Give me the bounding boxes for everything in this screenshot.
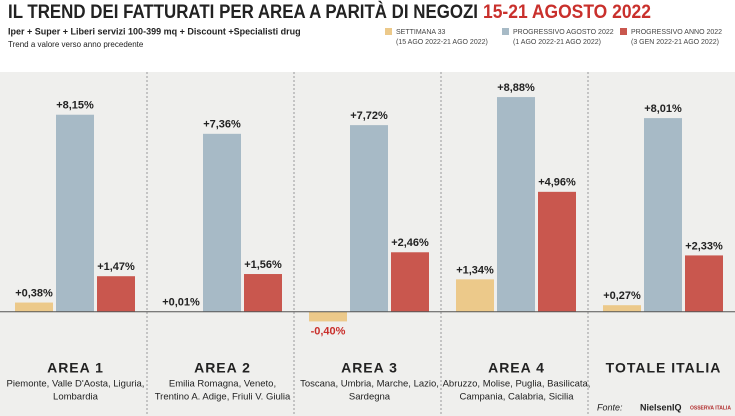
note: Trend a valore verso anno precedente — [8, 40, 144, 49]
category-detail: Piemonte, Valle D'Aosta, Liguria, — [7, 379, 145, 390]
category-detail: Toscana, Umbria, Marche, Lazio, — [300, 379, 439, 390]
source: NielsenIQ — [640, 402, 682, 412]
category-detail: Abruzzo, Molise, Puglia, Basilicata, — [443, 379, 591, 390]
bar — [497, 97, 535, 312]
legend-period: (3 GEN 2022-21 AGO 2022) — [631, 39, 719, 46]
value-label: +4,96% — [538, 177, 576, 189]
bar — [56, 114, 94, 312]
value-label: +1,34% — [456, 264, 494, 276]
legend-period: (15 AGO 2022-21 AGO 2022) — [396, 39, 488, 46]
category-detail: Emilia Romagna, Veneto, — [169, 379, 276, 390]
category-label: AREA 2 — [194, 360, 251, 376]
bar — [350, 125, 388, 312]
value-label: +7,72% — [350, 110, 388, 122]
value-label: +2,33% — [685, 240, 723, 252]
value-label: +8,15% — [56, 100, 94, 112]
source-label: Fonte: — [597, 402, 623, 412]
legend-label: SETTIMANA 33 — [396, 29, 446, 36]
subtitle: Iper + Super + Liberi servizi 100-399 mq… — [8, 26, 301, 36]
bar — [97, 276, 135, 312]
category-label: AREA 4 — [488, 360, 545, 376]
value-label: +2,46% — [391, 237, 429, 249]
bar — [538, 191, 576, 312]
chart-title-highlight: 15-21 AGOSTO 2022 — [483, 2, 651, 23]
bar — [685, 255, 723, 312]
category-detail: Trentino A. Adige, Friuli V. Giulia — [155, 392, 291, 403]
value-label: +0,38% — [15, 287, 53, 299]
bar — [244, 274, 282, 312]
legend-label: PROGRESSIVO AGOSTO 2022 — [513, 29, 614, 36]
value-label: +1,47% — [97, 261, 135, 273]
legend-swatch — [620, 28, 627, 35]
legend-label: PROGRESSIVO ANNO 2022 — [631, 29, 722, 36]
category-label: TOTALE ITALIA — [606, 360, 722, 376]
category-label: AREA 1 — [47, 360, 104, 376]
source: OSSERVA ITALIA — [690, 405, 731, 411]
bar — [391, 252, 429, 312]
category-label: AREA 3 — [341, 360, 398, 376]
legend-period: (1 AGO 2022-21 AGO 2022) — [513, 39, 601, 46]
bar — [644, 118, 682, 312]
value-label: -0,40% — [311, 325, 346, 337]
value-label: +7,36% — [203, 119, 241, 131]
category-detail: Campania, Calabria, Sicilia — [459, 392, 574, 403]
value-label: +1,56% — [244, 259, 282, 271]
value-label: +8,88% — [497, 82, 535, 94]
bar — [203, 133, 241, 312]
chart-title: IL TREND DEI FATTURATI PER AREA A PARITÀ… — [8, 1, 478, 23]
category-detail: Lombardia — [53, 392, 99, 403]
value-label: +8,01% — [644, 103, 682, 115]
value-label: +0,01% — [162, 296, 200, 308]
value-label: +0,27% — [603, 290, 641, 302]
category-detail: Sardegna — [349, 392, 391, 403]
bar — [309, 311, 347, 322]
bar — [15, 302, 53, 312]
bar — [603, 305, 641, 312]
legend-swatch — [502, 28, 509, 35]
legend-swatch — [385, 28, 392, 35]
bar — [456, 279, 494, 312]
